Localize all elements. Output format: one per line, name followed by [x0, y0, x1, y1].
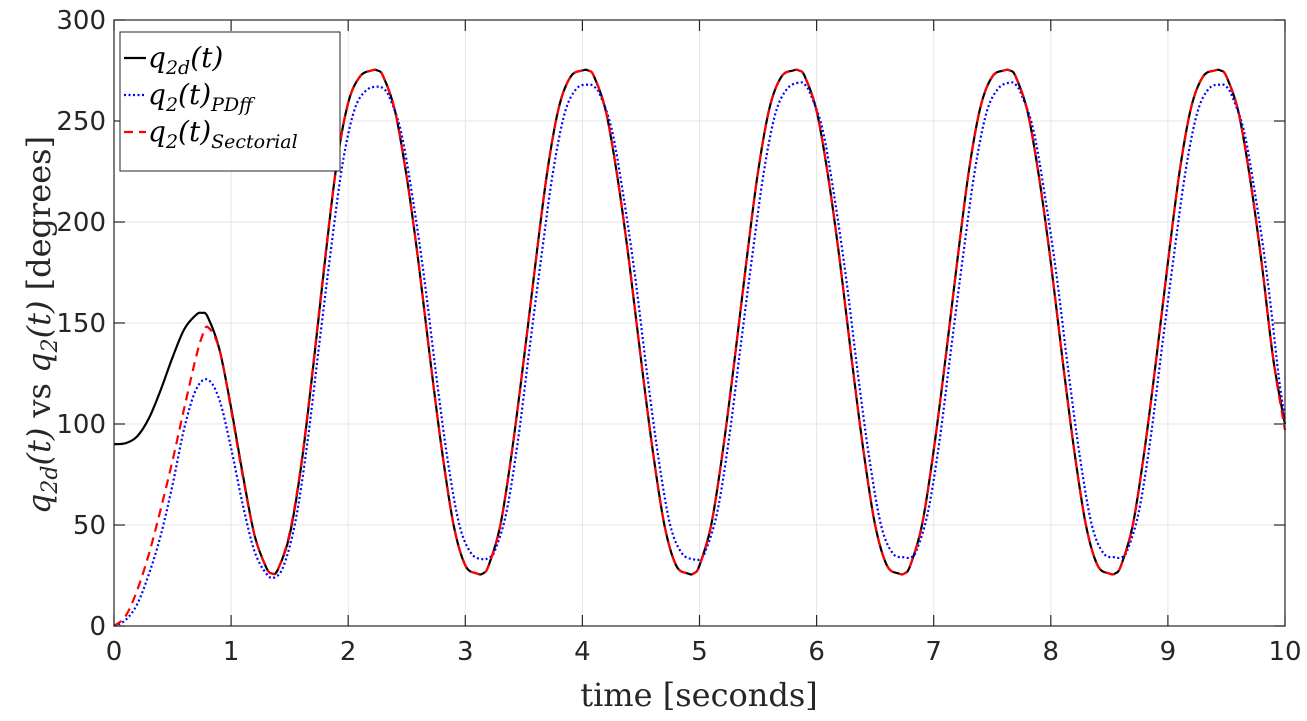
legend-label: q2d(t)	[148, 41, 223, 79]
q2-pdff-series-line	[113, 81, 1287, 628]
x-tick-label: 6	[808, 637, 825, 667]
legend-item-q2d: q2d(t)	[124, 41, 223, 79]
legend-label: q2(t)PDff	[148, 78, 256, 116]
y-tick-label: 50	[73, 511, 106, 541]
x-tick-label: 3	[457, 637, 474, 667]
legend-item-q2-pdff: q2(t)PDff	[124, 78, 256, 116]
legend-item-q2-sectorial: q2(t)Sectorial	[124, 115, 298, 153]
x-tick-label: 1	[223, 637, 240, 667]
y-tick-label: 300	[56, 6, 106, 36]
legend-box	[119, 31, 341, 172]
y-axis-label: q2d(t) vs q2(t) [degrees]	[20, 136, 63, 514]
y-tick-label: 0	[89, 612, 106, 642]
x-tick-label: 8	[1043, 637, 1060, 667]
x-tick-label: 9	[1160, 637, 1177, 667]
q2-sectorial-series-line	[113, 68, 1287, 627]
x-tick-label: 5	[691, 637, 708, 667]
series-layer	[113, 68, 1287, 628]
x-tick-label: 0	[106, 637, 123, 667]
x-tick-label: 10	[1268, 637, 1301, 667]
legend-label: q2(t)Sectorial	[148, 115, 298, 153]
x-tick-label: 7	[925, 637, 942, 667]
x-tick-label: 2	[340, 637, 357, 667]
y-tick-label: 250	[56, 107, 106, 137]
y-tick-label: 100	[56, 410, 106, 440]
y-tick-label: 200	[56, 208, 106, 238]
y-tick-label: 150	[56, 309, 106, 339]
x-tick-label: 4	[574, 637, 591, 667]
x-axis-label: time [seconds]	[580, 676, 818, 714]
